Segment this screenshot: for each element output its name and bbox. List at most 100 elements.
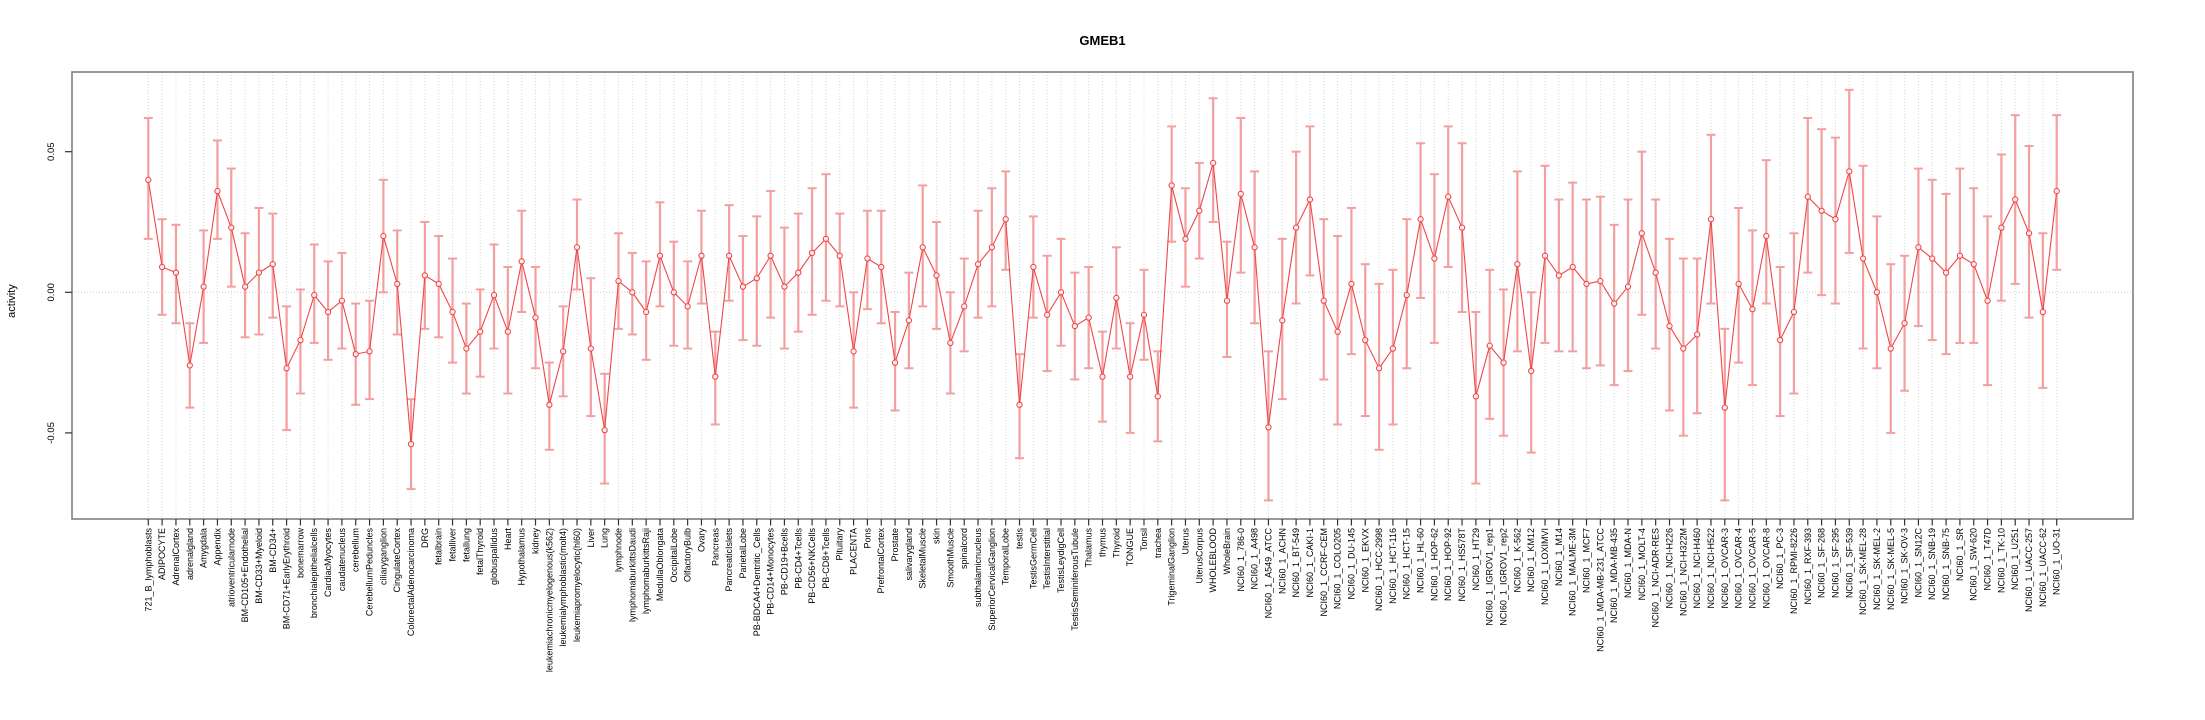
- data-point-marker: [1002, 216, 1009, 223]
- data-point-marker: [1458, 224, 1466, 231]
- x-axis-tick-label: TemporalLobe: [1001, 528, 1011, 585]
- x-axis-tick-label: NCI60_1_RXF-393: [1803, 528, 1813, 605]
- x-axis-tick-label: NCI60_1_U251: [2010, 528, 2020, 590]
- x-axis-tick-label: fetalbrain: [434, 528, 444, 565]
- y-axis-tick-label: 0.00: [46, 283, 57, 302]
- x-axis-tick-label: PB-BDCA4+Dentritic_Cells: [752, 528, 762, 637]
- x-axis-tick-label: NCI60_1_LOXIMVI: [1540, 528, 1550, 605]
- data-point-marker: [1057, 289, 1065, 296]
- x-axis-tick-label: NCI60_1_MDA-MB-231_ATCC: [1595, 528, 1605, 652]
- x-axis-tick-label: NCI60_1_MCF7: [1582, 528, 1592, 593]
- data-point-marker: [394, 280, 401, 288]
- x-axis-tick-label: SuperiorCervicalGanglion: [987, 528, 997, 631]
- gridlines: [147, 72, 2058, 519]
- data-point-marker: [1652, 269, 1659, 276]
- data-point-marker: [1154, 393, 1161, 400]
- x-axis-tick-label: trachea: [1153, 528, 1163, 558]
- x-axis-tick-label: WHOLEBLOOD: [1208, 528, 1218, 593]
- data-point-marker: [1749, 306, 1756, 313]
- data-point-marker: [1417, 216, 1424, 223]
- x-axis-tick-label: PB-CD19+Bcells: [779, 528, 789, 596]
- data-point-marker: [933, 272, 940, 279]
- x-axis-tick-label: NCI60_1_UO-31: [2052, 528, 2062, 595]
- data-point-marker: [864, 255, 871, 262]
- x-axis-tick-label: NCI60_1_NCI-H226: [1664, 528, 1674, 609]
- data-point-marker: [1113, 294, 1120, 302]
- x-axis-tick-label: Heart: [503, 528, 513, 551]
- data-point-marker: [477, 328, 484, 335]
- data-point-marker: [656, 252, 664, 259]
- x-axis-tick-label: NCI60_1_SK-OV-3: [1900, 528, 1910, 604]
- x-axis-tick-label: NCI60_1_PC-3: [1775, 528, 1785, 589]
- data-point-marker: [1859, 255, 1867, 262]
- x-axis-tick-label: salivarygland: [904, 528, 914, 581]
- data-point-marker: [1292, 224, 1300, 231]
- x-axis-tick-label: NCI60_1_IGROV1_rep2: [1499, 528, 1509, 626]
- x-axis-tick-label: NCI60_1_HS578T: [1457, 528, 1467, 602]
- x-axis-tick-label: BM-CD105+Endothelial: [240, 528, 250, 622]
- data-point-marker: [1832, 216, 1839, 223]
- data-point-marker: [1320, 297, 1327, 304]
- x-axis-tick-label: NCI60_1_MDA-N: [1623, 528, 1633, 598]
- data-point-marker: [1085, 314, 1092, 321]
- x-axis-tick-label: lymphomaburkittsDaudi: [627, 528, 637, 622]
- x-axis-tick-label: Tonsil: [1139, 528, 1149, 551]
- data-point-marker: [670, 289, 677, 296]
- x-axis-tick-label: NCI60_1_SK-MEL-2: [1872, 528, 1882, 610]
- data-point-marker: [1140, 311, 1148, 318]
- x-axis-tick-label: NCI60_1_KM12: [1526, 528, 1536, 592]
- data-point-marker: [1486, 342, 1493, 349]
- x-axis-tick-label: PB-CD14+Monocytes: [766, 528, 776, 615]
- x-axis-tick-label: fetalThyroid: [475, 528, 485, 575]
- x-axis-tick-label: Ovary: [696, 528, 706, 553]
- x-axis-tick-label: leukemiachronicmyelogenous(k562): [544, 528, 554, 672]
- data-point-marker: [352, 351, 359, 358]
- x-axis-tick-label: MedullaOblongata: [655, 528, 665, 601]
- x-axis-tick-label: ADIPOCYTE: [157, 528, 167, 580]
- x-axis-tick-label: TONGUE: [1125, 528, 1135, 566]
- x-axis-tick-label: NCI60_1_TK-10: [1996, 528, 2006, 593]
- data-point-marker: [241, 283, 249, 290]
- x-axis-tick-label: TestisSeminiferousTubule: [1070, 528, 1080, 631]
- data-point-marker: [587, 345, 594, 352]
- x-axis-tick-label: globuspallidus: [489, 528, 499, 586]
- data-point-marker: [712, 373, 719, 380]
- data-point-marker: [1569, 263, 1576, 271]
- data-point-marker: [1237, 190, 1244, 198]
- error-bar: [835, 212, 845, 308]
- data-point-marker: [1127, 373, 1134, 380]
- data-point-marker: [269, 261, 276, 268]
- data-point-marker: [1638, 230, 1645, 237]
- x-axis-tick-label: leukemialymphoblastic(molt4): [558, 528, 568, 647]
- data-point-marker: [1375, 365, 1383, 372]
- x-axis-tick-label: Thalamus: [1084, 528, 1094, 568]
- data-point-marker: [642, 308, 650, 316]
- x-axis-tick-label: NCI60_1_OVCAR-3: [1720, 528, 1730, 609]
- data-point-marker: [421, 272, 429, 279]
- data-point-marker: [1942, 269, 1950, 276]
- x-axis-tick-label: NCI60_1_OVCAR-8: [1761, 528, 1771, 609]
- x-axis-tick-label: cerebellum: [351, 528, 361, 572]
- x-axis-tick-label: NCI60_1_SW-620: [1969, 528, 1979, 601]
- data-point-marker: [435, 280, 442, 288]
- data-point-marker: [407, 440, 415, 448]
- data-point-marker: [186, 362, 193, 369]
- x-axis-tick-label: NCI60_1_MOLT-4: [1637, 528, 1647, 600]
- data-point-marker: [200, 283, 207, 290]
- data-point-marker: [836, 252, 843, 259]
- data-point-marker: [1514, 261, 1521, 268]
- data-point-marker: [338, 297, 346, 304]
- x-axis-tick-label: NCI60_1_EKVX: [1360, 528, 1370, 593]
- data-point-marker: [850, 348, 857, 355]
- x-axis-tick-label: NCI60_1_SNB-19: [1927, 528, 1937, 600]
- x-axis-tick-label: Uterus: [1180, 528, 1190, 555]
- data-point-marker: [2025, 230, 2033, 237]
- x-axis-tick-label: leukemiapromyelocytic(hl60): [572, 528, 582, 642]
- data-point-marker: [145, 176, 152, 183]
- data-point-marker: [1500, 359, 1507, 366]
- x-axis-tick-label: PrefrontalCortex: [876, 528, 886, 594]
- data-point-marker: [1389, 345, 1397, 352]
- data-point-marker: [490, 291, 498, 299]
- data-point-marker: [283, 365, 290, 372]
- x-axis-tick-label: WholeBrain: [1222, 528, 1232, 575]
